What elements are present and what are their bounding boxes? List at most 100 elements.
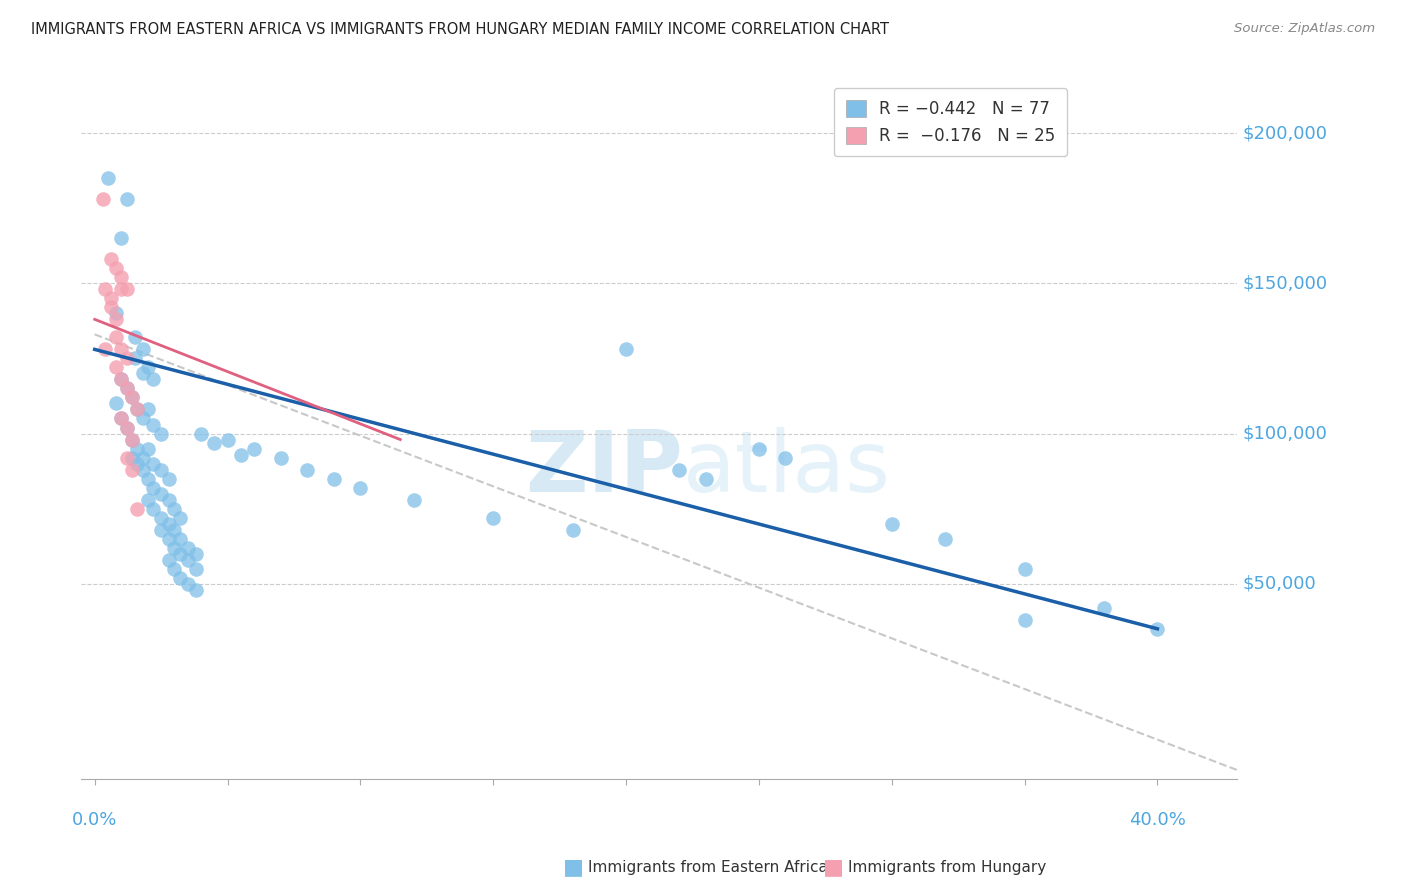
Point [169,571,191,585]
Point [127,501,149,516]
Text: ■: ■ [823,857,844,877]
Point [115,450,138,465]
Point [561,523,583,537]
Text: 40.0%: 40.0% [1129,811,1185,829]
Point [104,261,127,276]
Point [157,492,180,507]
Point [270,450,292,465]
Point [127,457,149,471]
Point [1092,600,1115,615]
Point [150,426,173,441]
Point [94,343,117,357]
Text: Source: ZipAtlas.com: Source: ZipAtlas.com [1234,22,1375,36]
Point [1146,622,1168,636]
Point [115,420,138,434]
Point [127,402,149,417]
Point [157,552,180,566]
Point [110,372,132,386]
Point [91,192,114,206]
Point [124,351,146,366]
Text: 0.0%: 0.0% [72,811,117,829]
Point [110,411,132,425]
Point [217,433,239,447]
Text: $100,000: $100,000 [1243,425,1327,442]
Point [136,492,159,507]
Point [94,282,117,296]
Point [115,381,138,395]
Point [748,442,770,456]
Text: $200,000: $200,000 [1243,124,1327,142]
Point [880,516,903,531]
Text: $150,000: $150,000 [1243,275,1329,293]
Point [150,462,173,476]
Point [121,433,143,447]
Point [482,510,505,524]
Point [184,582,207,597]
Point [934,532,956,546]
Text: Immigrants from Hungary: Immigrants from Hungary [848,860,1046,874]
Point [1014,562,1036,576]
Point [136,360,159,375]
Point [110,231,132,245]
Point [104,396,127,410]
Point [110,343,132,357]
Point [127,402,149,417]
Point [184,547,207,561]
Point [100,291,122,305]
Point [131,462,153,476]
Point [142,372,165,386]
Text: atlas: atlas [682,427,890,510]
Point [169,547,191,561]
Point [131,367,153,381]
Point [163,501,186,516]
Text: ZIP: ZIP [524,427,682,510]
Point [136,472,159,486]
Point [142,457,165,471]
Point [104,330,127,344]
Point [243,442,266,456]
Point [176,541,198,555]
Point [110,411,132,425]
Legend: R = −0.442   N = 77, R =  −0.176   N = 25: R = −0.442 N = 77, R = −0.176 N = 25 [834,88,1067,156]
Point [190,426,212,441]
Text: $50,000: $50,000 [1243,574,1316,593]
Point [121,450,143,465]
Point [115,282,138,296]
Point [157,472,180,486]
Point [169,532,191,546]
Point [157,532,180,546]
Point [1014,613,1036,627]
Text: IMMIGRANTS FROM EASTERN AFRICA VS IMMIGRANTS FROM HUNGARY MEDIAN FAMILY INCOME C: IMMIGRANTS FROM EASTERN AFRICA VS IMMIGR… [31,22,889,37]
Point [668,462,690,476]
Point [110,270,132,285]
Point [104,312,127,326]
Point [121,391,143,405]
Point [124,330,146,344]
Point [100,252,122,267]
Point [297,462,319,476]
Point [150,510,173,524]
Point [115,192,138,206]
Point [202,435,225,450]
Point [136,442,159,456]
Point [100,301,122,315]
Point [163,541,186,555]
Point [163,523,186,537]
Point [127,442,149,456]
Point [176,576,198,591]
Point [115,420,138,434]
Point [176,552,198,566]
Text: ■: ■ [562,857,583,877]
Point [104,306,127,320]
Point [695,472,717,486]
Point [121,462,143,476]
Point [614,343,637,357]
Text: Immigrants from Eastern Africa: Immigrants from Eastern Africa [588,860,828,874]
Point [115,381,138,395]
Point [150,523,173,537]
Point [121,433,143,447]
Point [349,481,371,495]
Point [142,417,165,432]
Point [115,351,138,366]
Point [150,486,173,500]
